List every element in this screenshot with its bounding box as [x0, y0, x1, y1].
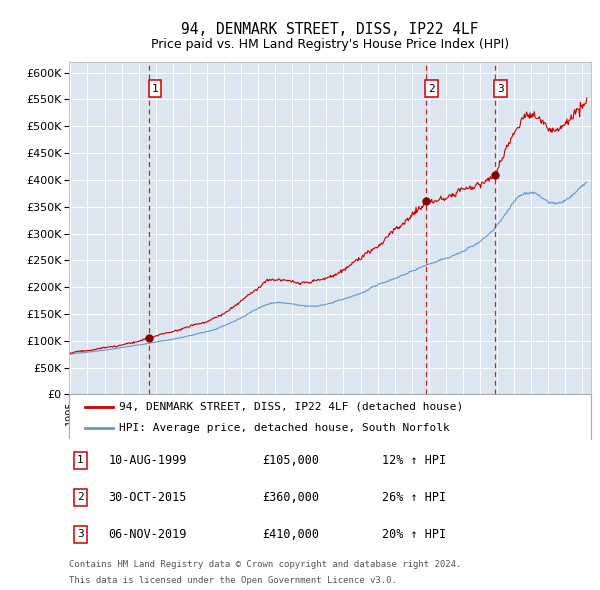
Text: 26% ↑ HPI: 26% ↑ HPI [382, 491, 446, 504]
Text: £360,000: £360,000 [262, 491, 319, 504]
Text: 06-NOV-2019: 06-NOV-2019 [108, 528, 187, 541]
Text: 94, DENMARK STREET, DISS, IP22 4LF: 94, DENMARK STREET, DISS, IP22 4LF [181, 22, 479, 37]
Text: Price paid vs. HM Land Registry's House Price Index (HPI): Price paid vs. HM Land Registry's House … [151, 38, 509, 51]
Text: 3: 3 [77, 529, 84, 539]
Text: 1: 1 [152, 84, 158, 94]
Text: 20% ↑ HPI: 20% ↑ HPI [382, 528, 446, 541]
Text: 1: 1 [77, 455, 84, 465]
Text: 3: 3 [497, 84, 504, 94]
Text: This data is licensed under the Open Government Licence v3.0.: This data is licensed under the Open Gov… [69, 576, 397, 585]
Text: 10-AUG-1999: 10-AUG-1999 [108, 454, 187, 467]
Text: HPI: Average price, detached house, South Norfolk: HPI: Average price, detached house, Sout… [119, 423, 449, 433]
Text: 12% ↑ HPI: 12% ↑ HPI [382, 454, 446, 467]
Text: 30-OCT-2015: 30-OCT-2015 [108, 491, 187, 504]
Text: 2: 2 [77, 492, 84, 502]
Text: Contains HM Land Registry data © Crown copyright and database right 2024.: Contains HM Land Registry data © Crown c… [69, 560, 461, 569]
Text: 2: 2 [428, 84, 435, 94]
Text: £105,000: £105,000 [262, 454, 319, 467]
Text: £410,000: £410,000 [262, 528, 319, 541]
Text: 94, DENMARK STREET, DISS, IP22 4LF (detached house): 94, DENMARK STREET, DISS, IP22 4LF (deta… [119, 402, 463, 412]
